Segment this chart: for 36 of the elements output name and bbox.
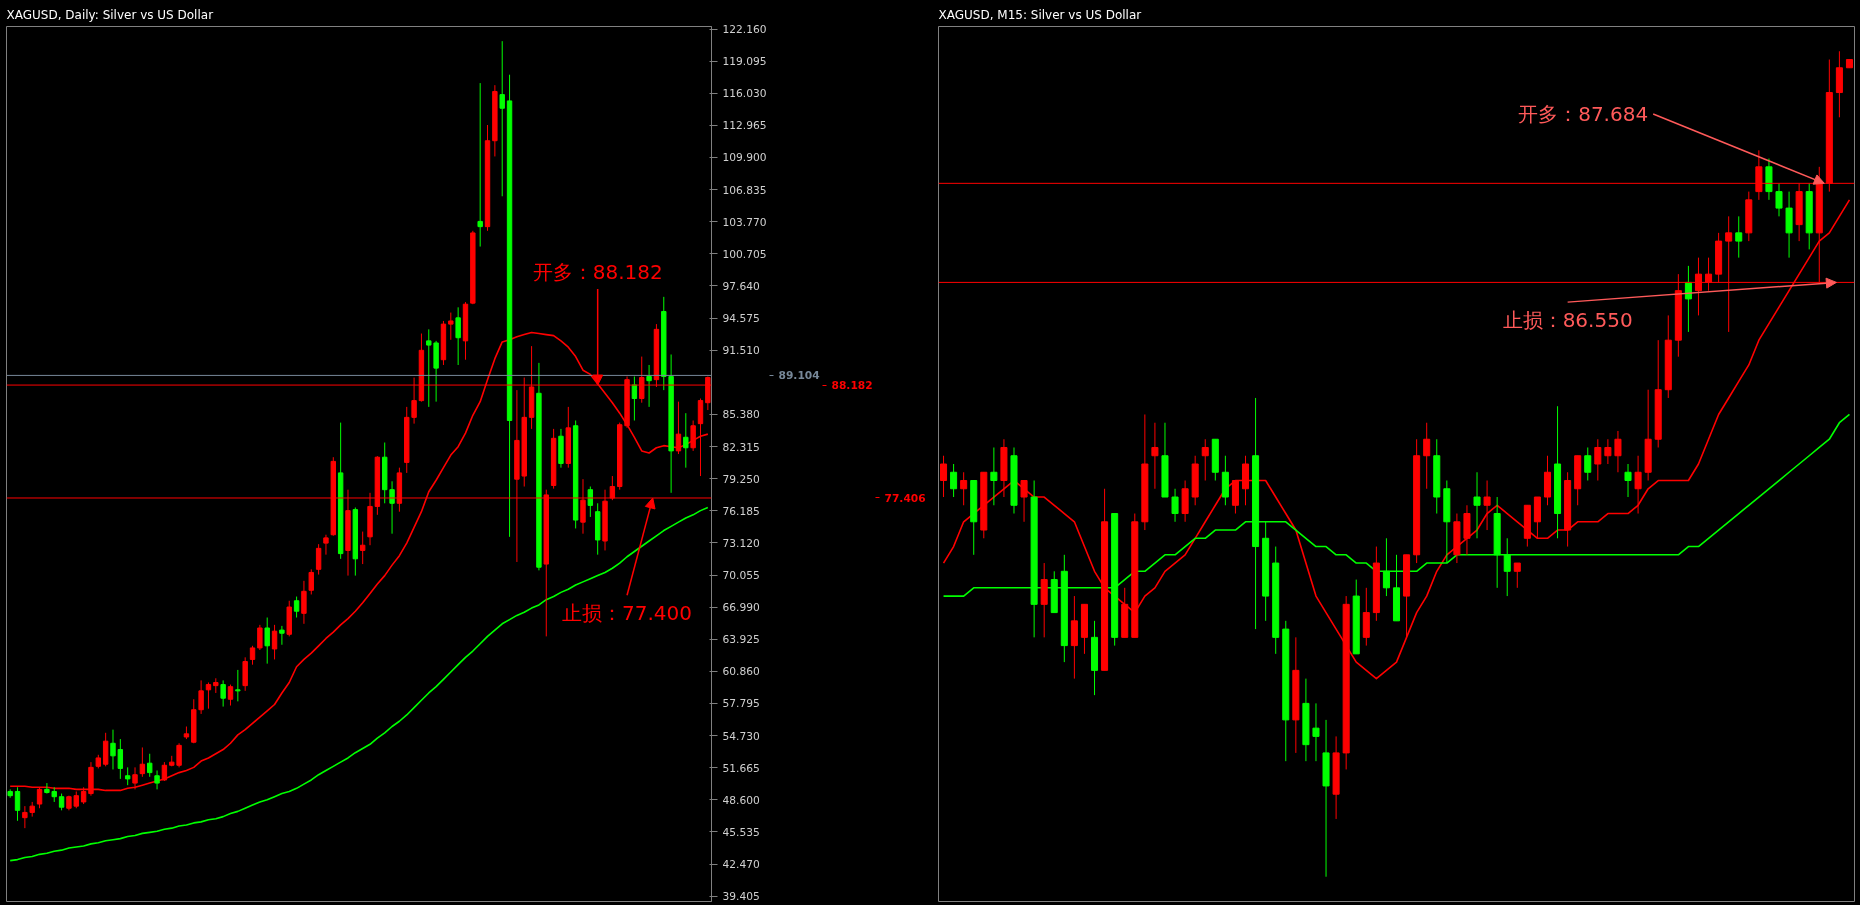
y-tick-label: 54.730 xyxy=(722,729,761,743)
y-tick-label: 94.575 xyxy=(722,312,760,326)
annotation: 开多：87.684 xyxy=(1518,102,1649,126)
y-tick-label: 97.640 xyxy=(722,279,761,293)
y-tick-label: 57.795 xyxy=(722,697,760,711)
y-tick-label: 45.535 xyxy=(722,825,760,839)
y-tick-label: 112.965 xyxy=(722,119,767,133)
y-tick-label: 70.055 xyxy=(722,569,760,583)
y-tick-label: 42.470 xyxy=(722,858,761,872)
y-tick-label: 51.665 xyxy=(722,761,760,775)
y-tick-label: 109.900 xyxy=(722,151,767,165)
annotation: 止损：77.400 xyxy=(562,600,693,625)
y-tick-label: 82.315 xyxy=(722,440,760,454)
y-tick-label: 39.405 xyxy=(722,890,760,904)
y-tick-label: 66.990 xyxy=(722,601,761,615)
y-tick-label: 91.510 xyxy=(722,344,761,358)
y-tick-label: 103.770 xyxy=(722,215,767,229)
annotation: 止损：86.550 xyxy=(1502,307,1633,332)
y-tick-label: 119.095 xyxy=(722,55,767,69)
y-tick-label: 76.185 xyxy=(722,504,760,518)
y-tick-label: 122.160 xyxy=(722,23,767,37)
y-tick-label: 85.380 xyxy=(722,408,761,422)
ref-line-label: 88.182 xyxy=(831,379,873,393)
y-tick-label: 79.250 xyxy=(722,472,761,486)
y-tick-label: 116.030 xyxy=(722,87,767,101)
y-tick-label: 106.835 xyxy=(722,183,767,197)
ref-line-label: 77.406 xyxy=(884,491,926,505)
chart-title: XAGUSD, M15: Silver vs US Dollar xyxy=(938,7,1142,22)
ref-line-label: 89.104 xyxy=(778,369,820,383)
chart-title: XAGUSD, Daily: Silver vs US Dollar xyxy=(6,7,214,22)
y-tick-label: 60.860 xyxy=(722,665,761,679)
annotation: 开多：88.182 xyxy=(532,259,663,284)
y-tick-label: 63.925 xyxy=(722,633,760,647)
y-tick-label: 73.120 xyxy=(722,536,761,550)
y-tick-label: 48.600 xyxy=(722,793,761,807)
y-tick-label: 100.705 xyxy=(722,247,767,261)
